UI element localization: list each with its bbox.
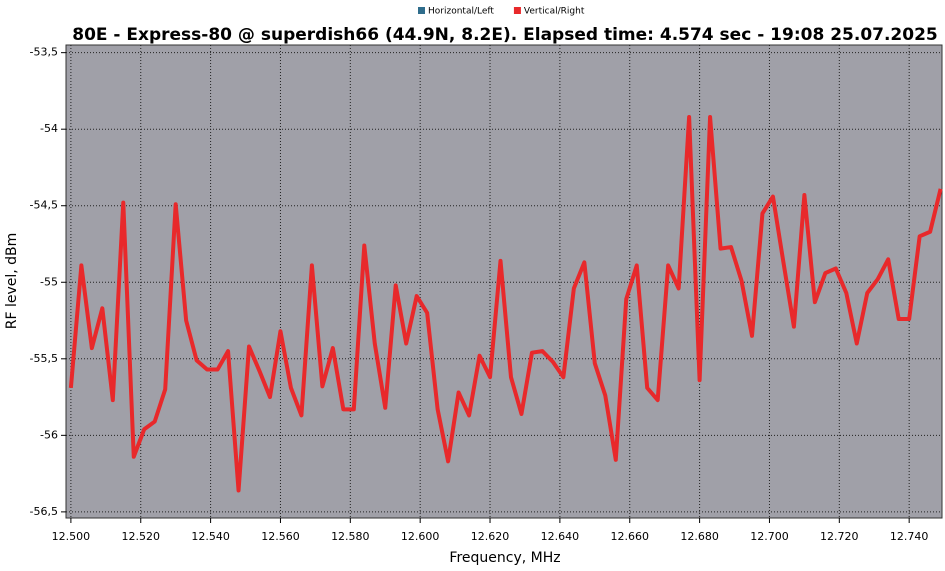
x-tick-label: 12.540 (191, 530, 230, 543)
y-tick-label: -56,5 (30, 505, 58, 518)
x-tick-label: 12.680 (680, 530, 719, 543)
y-tick-label: -55 (40, 275, 58, 288)
x-tick-label: 12.620 (471, 530, 510, 543)
x-axis-label: Frequency, MHz (449, 550, 560, 566)
x-tick-label: 12.660 (610, 530, 649, 543)
x-tick-label: 12.740 (890, 530, 929, 543)
y-tick-label: -54 (40, 122, 58, 135)
legend-label: Horizontal/Left (428, 7, 494, 17)
legend-swatch (513, 7, 521, 14)
series-line (68, 114, 943, 493)
x-tick-label: 12.520 (121, 530, 160, 543)
x-tick-label: 12.600 (401, 530, 440, 543)
y-tick-label: -54,5 (30, 199, 58, 212)
x-tick-label: 12.700 (750, 530, 789, 543)
x-tick-label: 12.500 (52, 530, 91, 543)
x-tick-label: 12.720 (820, 530, 859, 543)
y-tick-label: -56 (40, 428, 58, 441)
x-tick-label: 12.560 (261, 530, 300, 543)
legend-swatch (418, 7, 425, 14)
y-tick-label: -53,5 (30, 46, 58, 59)
x-tick-label: 12.640 (541, 530, 580, 543)
y-axis-label: RF level, dBm (4, 233, 20, 330)
legend-label: Vertical/Right (524, 7, 585, 17)
y-tick-label: -55,5 (30, 352, 58, 365)
x-tick-label: 12.580 (331, 530, 370, 543)
chart-title: 80E - Express-80 @ superdish66 (44.9N, 8… (72, 25, 938, 45)
